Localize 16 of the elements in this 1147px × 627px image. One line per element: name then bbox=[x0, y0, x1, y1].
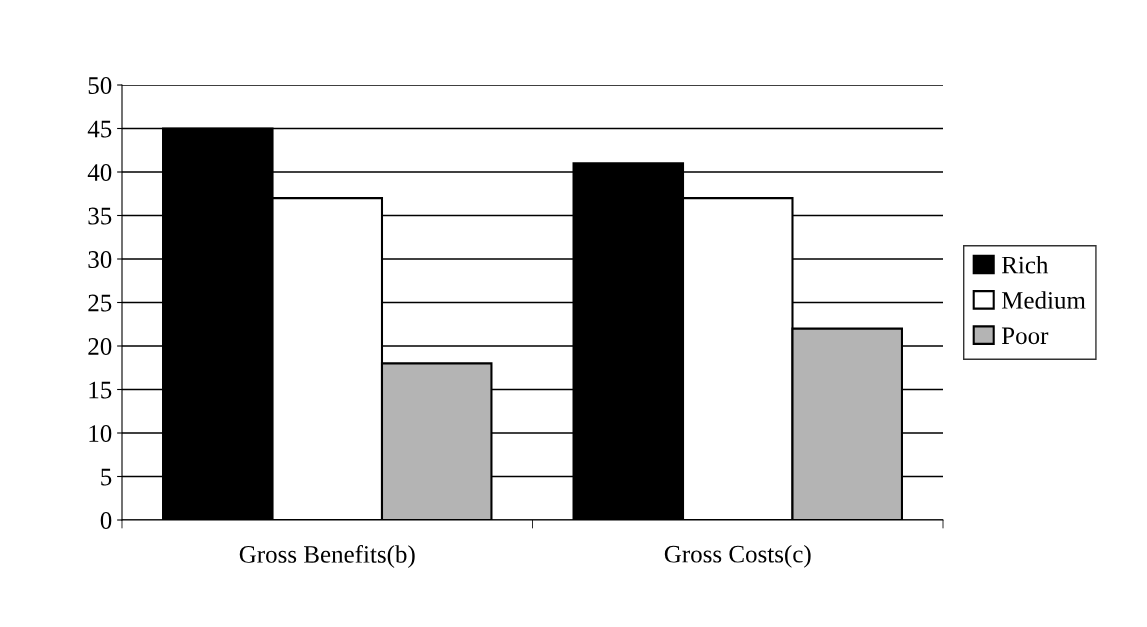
legend-label: Rich bbox=[1001, 255, 1049, 274]
y-tick-label: 35 bbox=[88, 207, 112, 225]
y-tick-label: 25 bbox=[88, 294, 112, 312]
y-tick-label: 5 bbox=[101, 468, 112, 486]
x-tick-label: Gross Benefits(b) bbox=[239, 545, 415, 568]
y-tick-label: 45 bbox=[87, 120, 112, 138]
y-tick-label: 15 bbox=[89, 381, 112, 399]
y-tick-label: 10 bbox=[89, 425, 112, 442]
y-tick-label: 0 bbox=[100, 512, 112, 529]
y-tick-label: 30 bbox=[88, 251, 112, 268]
y-tick-label: 20 bbox=[88, 338, 112, 355]
legend-label: Poor bbox=[1001, 327, 1049, 345]
y-tick-label: 50 bbox=[88, 77, 112, 94]
y-tick-label: 40 bbox=[87, 164, 112, 181]
legend-label: Medium bbox=[1001, 291, 1086, 309]
x-tick-label: Gross Costs(c) bbox=[664, 545, 811, 568]
